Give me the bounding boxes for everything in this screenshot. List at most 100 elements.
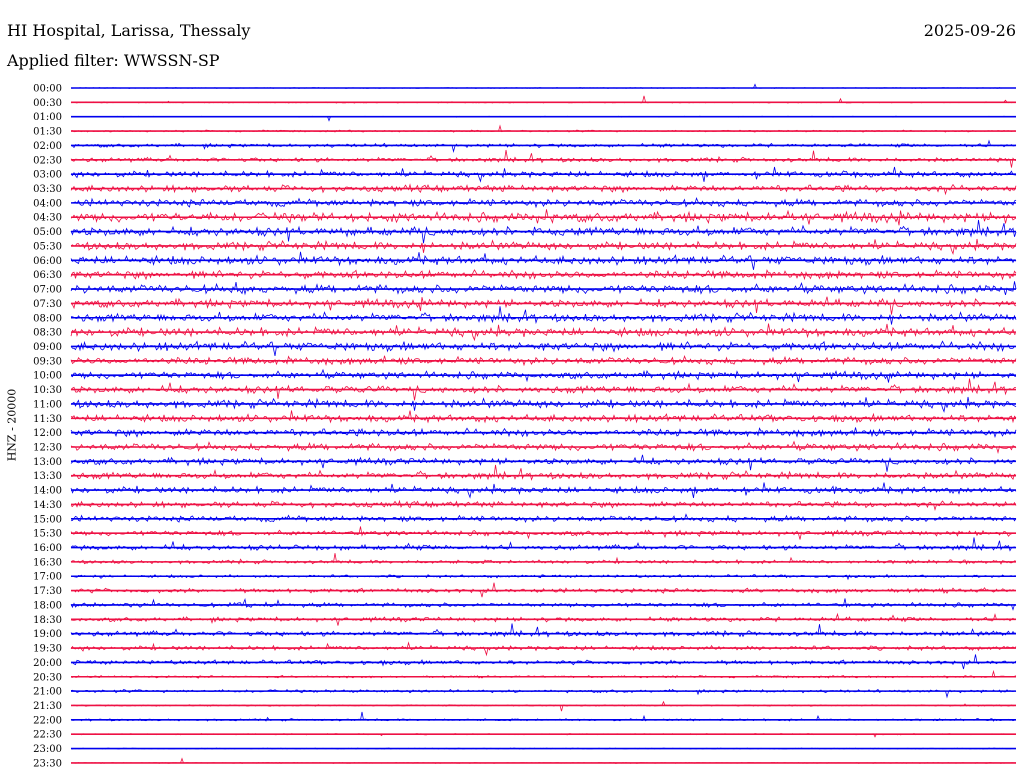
seismic-trace — [70, 641, 1017, 657]
seismic-trace — [70, 669, 1017, 679]
seismic-trace — [71, 115, 1017, 122]
row-time-label: 09:00 — [33, 342, 62, 353]
seismic-trace — [70, 623, 1017, 638]
row-time-label: 20:00 — [33, 658, 62, 669]
seismic-trace — [70, 440, 1017, 455]
row-time-label: 00:00 — [33, 84, 62, 95]
row-time-label: 17:00 — [33, 572, 62, 583]
row-time-label: 10:00 — [33, 371, 62, 382]
date-label: 2025-09-26 — [923, 21, 1016, 40]
seismic-trace — [70, 482, 1017, 499]
row-time-label: 08:30 — [33, 328, 62, 339]
row-time-label: 18:00 — [33, 600, 62, 611]
row-time-label: 21:00 — [33, 687, 62, 698]
seismic-trace — [70, 269, 1017, 281]
row-time-label: 21:30 — [33, 701, 62, 712]
row-time-label: 05:30 — [33, 241, 62, 252]
row-time-label: 07:30 — [33, 299, 62, 310]
row-time-label: 01:00 — [33, 112, 62, 123]
seismic-trace — [70, 537, 1017, 552]
seismic-trace — [70, 513, 1017, 524]
seismic-trace — [70, 95, 1016, 104]
row-time-label: 12:00 — [33, 428, 62, 439]
seismic-trace — [70, 219, 1017, 244]
seismic-trace — [70, 183, 1017, 196]
seismic-trace — [70, 354, 1017, 367]
seismic-trace — [70, 747, 1016, 750]
seismic-trace — [70, 149, 1017, 168]
seismic-trace — [70, 238, 1017, 255]
seismic-trace — [70, 654, 1017, 670]
station-title: HI Hospital, Larissa, Thessaly — [7, 21, 251, 40]
row-time-label: 11:00 — [33, 399, 62, 410]
row-time-label: 05:00 — [33, 227, 62, 238]
seismic-trace — [70, 427, 1017, 438]
seismic-trace — [70, 688, 1017, 699]
seismic-trace — [70, 166, 1017, 183]
seismic-trace — [70, 499, 1017, 512]
row-time-label: 15:00 — [33, 514, 62, 525]
seismic-trace — [70, 251, 1017, 270]
seismic-trace — [70, 700, 1016, 712]
row-time-label: 06:30 — [33, 270, 62, 281]
seismic-trace — [70, 526, 1017, 540]
seismic-trace — [70, 306, 1017, 325]
row-time-label: 01:30 — [33, 127, 62, 138]
seismic-trace — [70, 612, 1017, 626]
seismic-trace — [70, 573, 1016, 581]
row-time-label: 04:00 — [33, 198, 62, 209]
row-time-label: 09:30 — [33, 356, 62, 367]
row-time-label: 07:00 — [33, 285, 62, 296]
row-time-label: 14:30 — [33, 500, 62, 511]
seismic-trace — [70, 83, 1017, 89]
seismic-trace — [70, 711, 1017, 722]
row-time-label: 02:30 — [33, 155, 62, 166]
seismic-trace — [70, 323, 1017, 342]
seismic-trace — [70, 396, 1017, 413]
row-time-label: 03:30 — [33, 184, 62, 195]
seismic-trace — [70, 598, 1017, 611]
row-time-label: 03:00 — [33, 170, 62, 181]
row-time-label: 08:00 — [33, 313, 62, 324]
row-time-label: 22:00 — [33, 715, 62, 726]
row-time-label: 22:30 — [33, 730, 62, 741]
row-time-label: 23:30 — [33, 758, 62, 769]
seismic-trace — [70, 582, 1017, 598]
seismic-trace — [70, 733, 1017, 738]
row-time-label: 16:00 — [33, 543, 62, 554]
row-time-label: 12:30 — [33, 443, 62, 454]
row-time-label: 13:30 — [33, 471, 62, 482]
row-time-label: 13:00 — [33, 457, 62, 468]
row-time-label: 10:30 — [33, 385, 62, 396]
row-time-label: 02:00 — [33, 141, 62, 152]
row-time-label: 19:30 — [33, 644, 62, 655]
seismic-trace — [70, 368, 1017, 383]
row-time-label: 18:30 — [33, 615, 62, 626]
row-time-label: 11:30 — [33, 414, 62, 425]
seismic-trace — [70, 196, 1017, 209]
seismic-trace — [70, 410, 1017, 424]
seismic-trace — [70, 340, 1017, 356]
seismic-trace — [70, 296, 1017, 315]
row-time-label: 20:30 — [33, 672, 62, 683]
seismic-trace — [70, 209, 1017, 226]
row-time-label: 19:00 — [33, 629, 62, 640]
seismic-trace — [71, 757, 1017, 764]
seismic-trace — [70, 454, 1017, 472]
row-time-label: 14:00 — [33, 486, 62, 497]
row-time-label: 06:00 — [33, 256, 62, 267]
seismic-trace — [70, 553, 1017, 565]
row-time-label: 15:30 — [33, 529, 62, 540]
row-time-label: 00:30 — [33, 98, 62, 109]
seismic-trace — [70, 124, 1017, 133]
row-time-label: 16:30 — [33, 557, 62, 568]
seismic-trace — [70, 281, 1017, 296]
seismic-trace — [70, 378, 1016, 401]
seismic-trace — [71, 464, 1017, 481]
seismic-trace — [70, 139, 1017, 153]
row-time-label: 17:30 — [33, 586, 62, 597]
filter-label: Applied filter: WWSSN-SP — [7, 51, 220, 70]
row-time-label: 23:00 — [33, 744, 62, 755]
row-time-label: 04:30 — [33, 213, 62, 224]
